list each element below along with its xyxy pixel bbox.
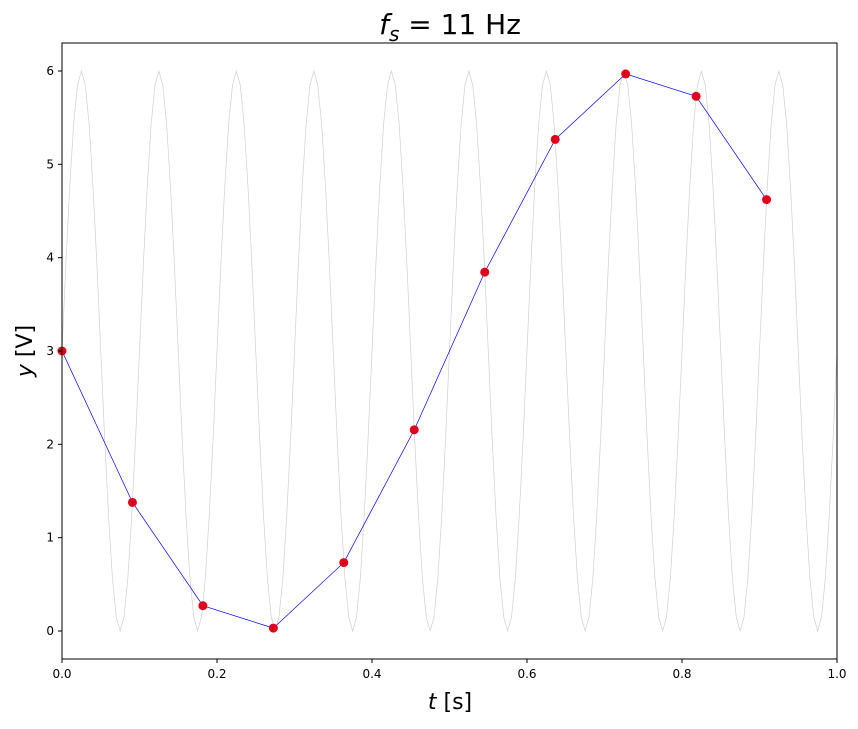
y-tick-label: 2 — [46, 437, 54, 451]
title-subscript: s — [389, 22, 399, 46]
sample-point — [198, 601, 208, 611]
x-tick-label: 0.6 — [517, 667, 536, 681]
sample-point — [480, 267, 490, 277]
sample-point — [127, 497, 137, 507]
sample-point — [550, 134, 560, 144]
y-axis-label: y [V] — [13, 325, 38, 378]
x-label-rest: [s] — [437, 690, 473, 715]
y-tick-label: 6 — [46, 64, 54, 78]
sample-point — [339, 558, 349, 568]
x-tick-label: 0.2 — [207, 667, 226, 681]
x-label-symbol: t — [428, 690, 438, 715]
chart-title: fs = 11 Hz — [379, 8, 521, 46]
y-tick-label: 3 — [46, 344, 54, 358]
sample-point — [621, 69, 631, 79]
x-tick-label: 0.0 — [52, 667, 71, 681]
sample-point — [762, 195, 772, 205]
x-axis-label: t [s] — [428, 690, 472, 715]
y-tick-label: 1 — [46, 531, 54, 545]
y-label-symbol: y — [13, 363, 38, 378]
y-label-rest: [V] — [13, 325, 38, 364]
sample-point — [409, 425, 419, 435]
y-tick-label: 0 — [46, 624, 54, 638]
y-tick-label: 5 — [46, 157, 54, 171]
x-tick-label: 1.0 — [827, 667, 846, 681]
title-rest: = 11 Hz — [399, 8, 521, 41]
x-tick-label: 0.8 — [672, 667, 691, 681]
y-tick-label: 4 — [46, 251, 54, 265]
sample-point — [691, 91, 701, 101]
x-tick-label: 0.4 — [362, 667, 381, 681]
sample-point — [268, 623, 278, 633]
